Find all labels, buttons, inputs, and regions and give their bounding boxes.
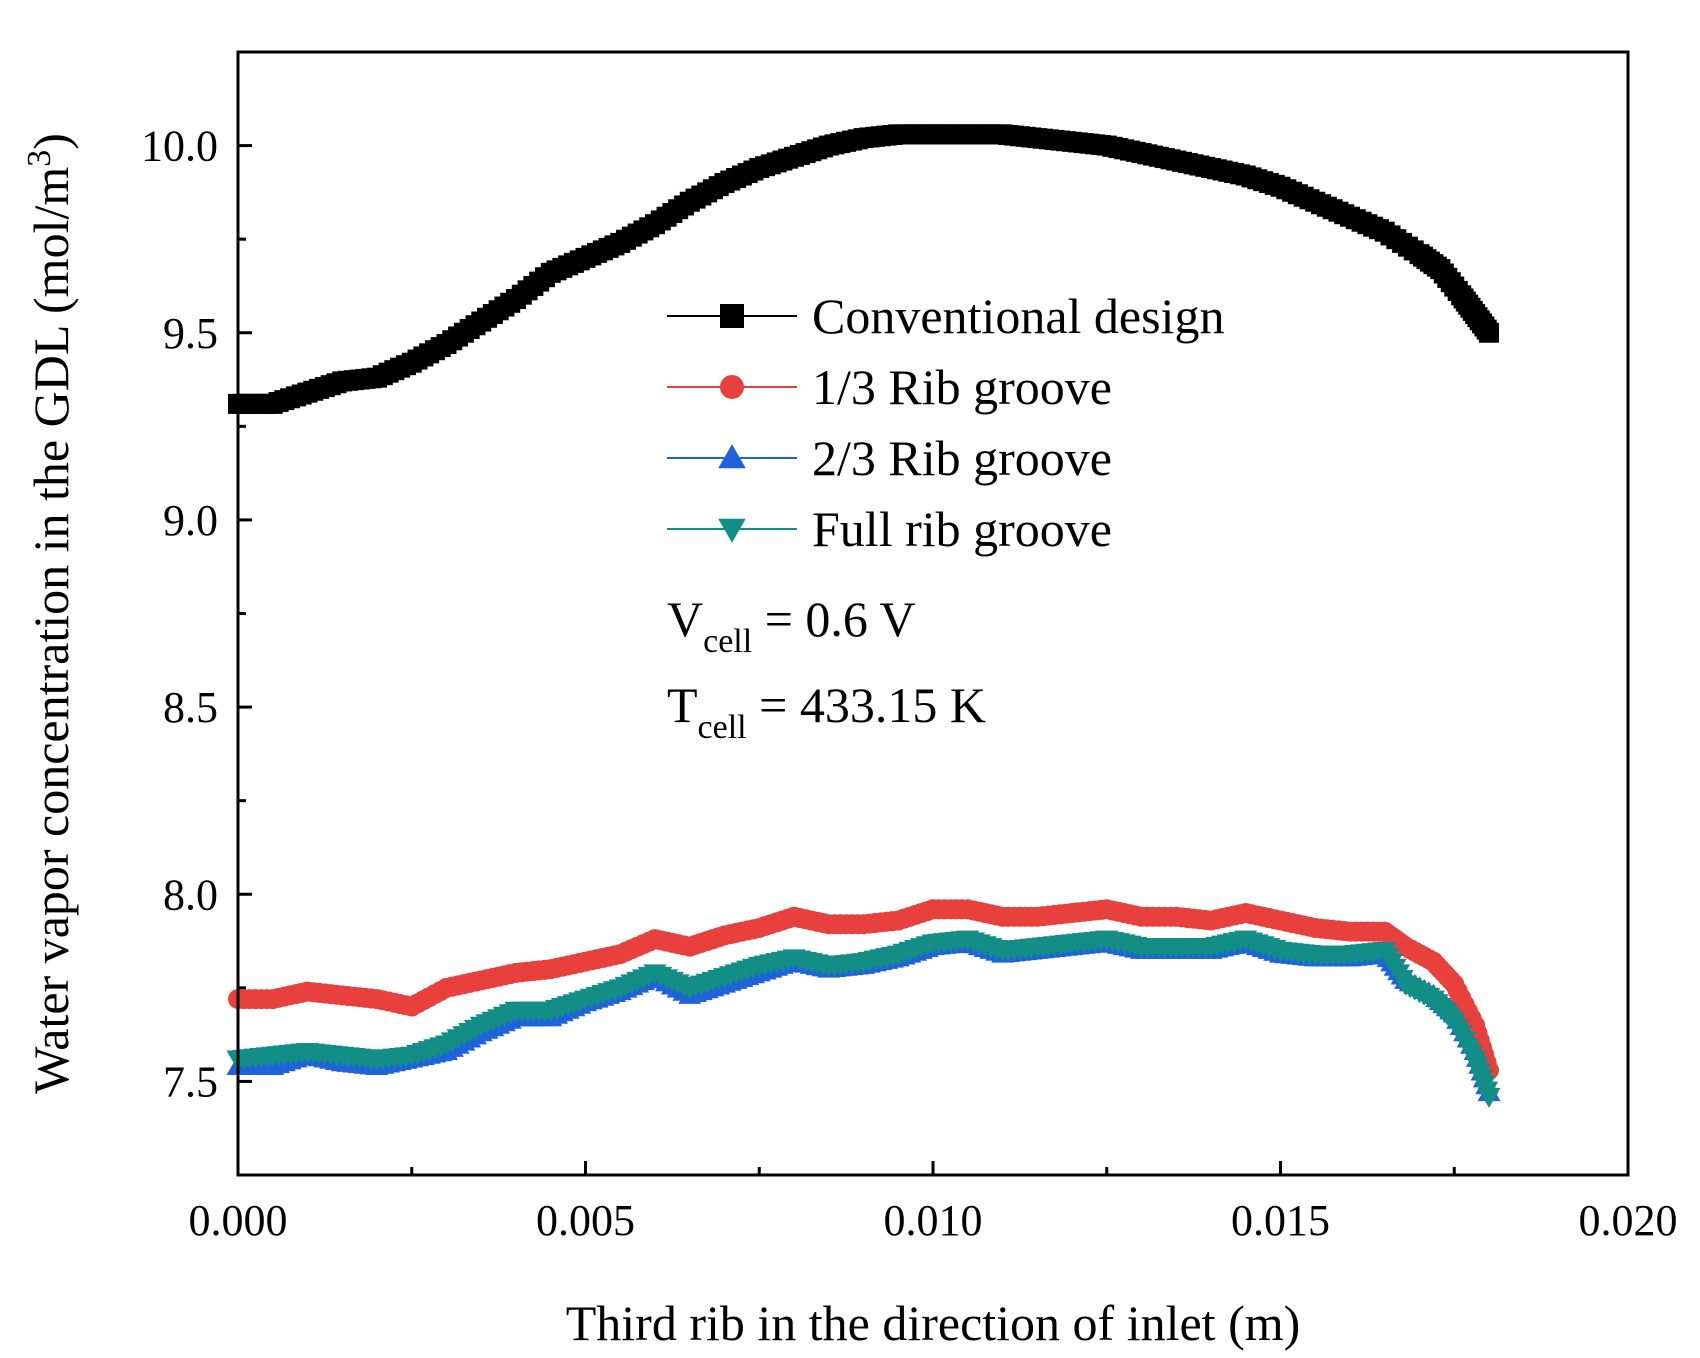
legend: Conventional design 1/3 Rib groove 2/3 Rib… <box>667 288 1224 557</box>
annotation-symbol: T <box>667 677 698 733</box>
x-tick-label: 0.015 <box>1231 1196 1330 1245</box>
annotation-value: = 0.6 V <box>752 591 915 647</box>
annotation-value: = 433.15 K <box>747 677 986 733</box>
legend-marker <box>720 304 744 328</box>
plot-frame <box>236 50 1630 1177</box>
annotation: Vcell = 0.6 V <box>667 591 916 660</box>
y-axis-title-close: ) <box>23 133 79 150</box>
series-4 <box>226 930 1501 1108</box>
x-tick-label: 0.000 <box>189 1196 288 1245</box>
y-tick-label: 10.0 <box>141 122 218 171</box>
legend-marker <box>718 518 746 543</box>
x-tick-labels: 0.000 0.005 0.010 0.015 0.020 <box>189 1196 1678 1245</box>
legend-label: Full rib groove <box>812 501 1112 557</box>
annotation-subscript: cell <box>698 709 747 746</box>
legend-marker <box>718 444 746 469</box>
axis-ticks <box>236 50 1630 1177</box>
annotations: Vcell = 0.6 V Tcell = 433.15 K <box>667 591 986 746</box>
x-axis-title: Third rib in the direction of inlet (m) <box>566 1295 1301 1351</box>
series-1 <box>228 124 1499 414</box>
series-layer <box>226 124 1501 1108</box>
legend-item: 1/3 Rib groove <box>667 359 1112 415</box>
annotation-symbol: V <box>667 591 703 647</box>
y-axis-title: Water vapor concentration in the GDL (mo… <box>21 133 80 1094</box>
y-tick-labels: 7.5 8.0 8.5 9.0 9.5 10.0 <box>141 122 218 1107</box>
x-tick-label: 0.020 <box>1579 1196 1678 1245</box>
legend-label: Conventional design <box>812 288 1224 344</box>
y-tick-label: 8.5 <box>163 683 218 732</box>
y-tick-label: 8.0 <box>163 870 218 919</box>
data-point <box>1479 322 1499 343</box>
annotation: Tcell = 433.15 K <box>667 677 986 746</box>
legend-item: Conventional design <box>667 288 1224 344</box>
y-tick-label: 7.5 <box>163 1057 218 1106</box>
x-tick-label: 0.010 <box>884 1196 983 1245</box>
legend-item: Full rib groove <box>667 501 1112 557</box>
data-point <box>1477 1087 1501 1108</box>
y-axis-title-superscript: 3 <box>21 150 58 167</box>
legend-label: 2/3 Rib groove <box>812 430 1112 486</box>
y-axis-title-main: Water vapor concentration in the GDL (mo… <box>23 167 79 1094</box>
series-2 <box>228 899 1499 1081</box>
y-tick-label: 9.0 <box>163 496 218 545</box>
annotation-subscript: cell <box>703 623 752 660</box>
x-tick-label: 0.005 <box>536 1196 635 1245</box>
legend-label: 1/3 Rib groove <box>812 359 1112 415</box>
y-tick-label: 9.5 <box>163 309 218 358</box>
legend-item: 2/3 Rib groove <box>667 430 1112 486</box>
legend-marker <box>720 375 744 399</box>
